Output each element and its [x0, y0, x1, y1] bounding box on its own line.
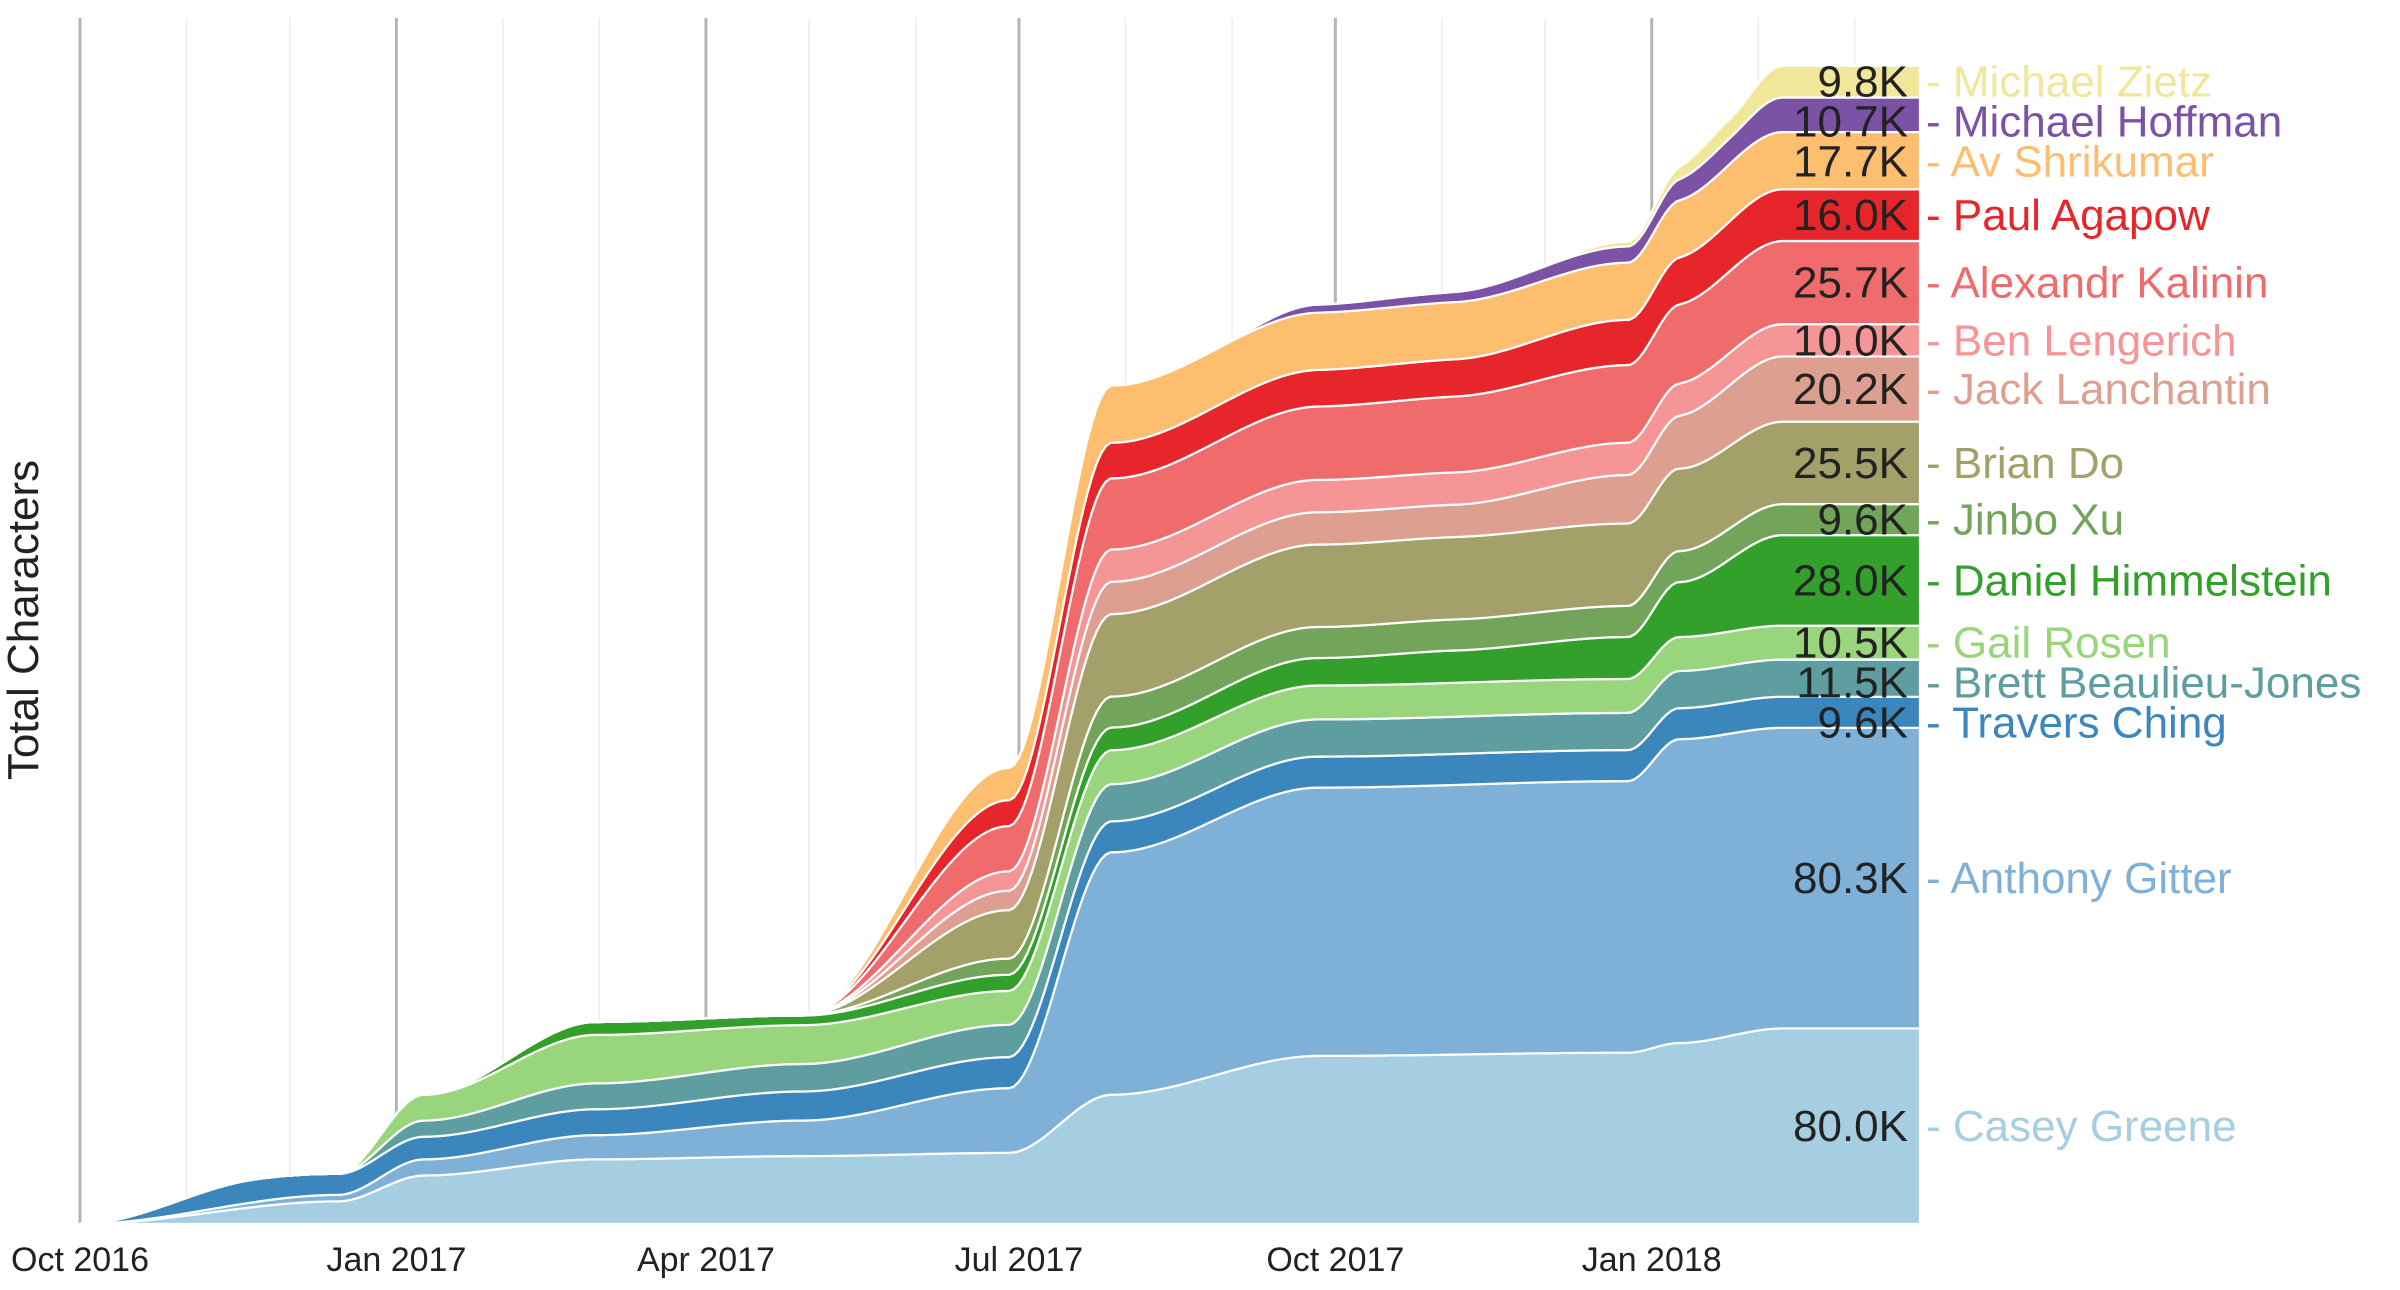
- series-name-label: - Jack Lanchantin: [1926, 365, 2271, 414]
- series-name-label: - Michael Hoffman: [1926, 98, 2282, 147]
- area-michael-zietz: [78, 64, 1922, 1226]
- series-name-label: - Anthony Gitter: [1926, 854, 2232, 903]
- series-name-label: - Paul Agapow: [1926, 191, 2210, 240]
- x-axis: Oct 2016 Jan 2017 Apr 2017 Jul 2017 Oct 2017…: [11, 1241, 1722, 1279]
- series-name-label: - Michael Zietz: [1926, 58, 2212, 107]
- y-axis-label: Total Characters: [0, 460, 48, 780]
- stacked-areas: [78, 64, 1922, 1226]
- series-value-label: 16.0K: [1793, 191, 1908, 240]
- series-value-label: 9.6K: [1817, 496, 1908, 545]
- series-name-label: - Jinbo Xu: [1926, 496, 2124, 545]
- x-tick-label: Jan 2017: [326, 1241, 466, 1279]
- series-value-label: 25.5K: [1793, 439, 1908, 488]
- series-value-label: 80.0K: [1793, 1102, 1908, 1151]
- series-name-label: - Av Shrikumar: [1926, 138, 2214, 187]
- series-value-label: 25.7K: [1793, 259, 1908, 308]
- x-tick-label: Jan 2018: [1582, 1241, 1722, 1279]
- series-name-label: - Alexandr Kalinin: [1926, 259, 2268, 308]
- series-name-label: - Brett Beaulieu-Jones: [1926, 659, 2361, 708]
- series-value-label: 20.2K: [1793, 365, 1908, 414]
- series-value-label: 9.8K: [1817, 58, 1908, 107]
- series-name-label: - Travers Ching: [1926, 699, 2227, 748]
- series-value-label: 9.6K: [1817, 699, 1908, 748]
- series-value-label: 17.7K: [1793, 138, 1908, 187]
- series-name-label: - Casey Greene: [1926, 1102, 2237, 1151]
- series-value-label: 10.5K: [1793, 619, 1908, 668]
- x-tick-label: Apr 2017: [637, 1241, 775, 1279]
- x-tick-label: Oct 2017: [1266, 1241, 1404, 1279]
- series-value-label: 11.5K: [1796, 659, 1908, 708]
- series-name-label: - Gail Rosen: [1926, 619, 2171, 668]
- series-name-label: - Ben Lengerich: [1926, 316, 2237, 365]
- series-value-label: 80.3K: [1793, 854, 1908, 903]
- series-value-label: 28.0K: [1793, 556, 1908, 605]
- series-name-label: - Daniel Himmelstein: [1926, 556, 2332, 605]
- x-tick-label: Jul 2017: [955, 1241, 1084, 1279]
- series-labels: 80.0K - Casey Greene 80.3K - Anthony Gitter…: [1793, 58, 2361, 1152]
- series-value-label: 10.7K: [1793, 98, 1908, 147]
- series-value-label: 10.0K: [1793, 316, 1908, 365]
- x-tick-label: Oct 2016: [11, 1241, 149, 1279]
- series-name-label: - Brian Do: [1926, 439, 2124, 488]
